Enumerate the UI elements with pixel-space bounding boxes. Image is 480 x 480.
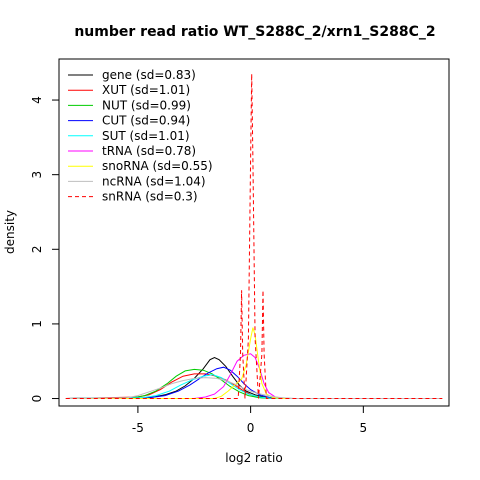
x-tick-label: -5 xyxy=(132,421,144,435)
series-line-7 xyxy=(65,377,443,399)
y-axis-label: density xyxy=(3,210,17,254)
y-tick-label: 1 xyxy=(30,320,44,328)
series-line-8 xyxy=(65,73,443,399)
chart-title: number read ratio WT_S288C_2/xrn1_S288C_… xyxy=(74,24,435,40)
legend-entry: tRNA (sd=0.78) xyxy=(102,144,196,158)
series-line-3 xyxy=(65,366,443,399)
series-line-2 xyxy=(65,368,443,399)
y-tick-label: 3 xyxy=(30,171,44,179)
legend-entry: gene (sd=0.83) xyxy=(102,68,196,82)
legend-entry: SUT (sd=1.01) xyxy=(102,129,190,143)
legend-entry: ncRNA (sd=1.04) xyxy=(102,174,206,188)
legend-entry: CUT (sd=0.94) xyxy=(102,114,190,128)
series-line-6 xyxy=(65,327,443,399)
series-layer xyxy=(65,73,443,399)
legend: gene (sd=0.83)XUT (sd=1.01)NUT (sd=0.99)… xyxy=(68,68,213,204)
series-line-0 xyxy=(65,356,443,399)
legend-entry: snRNA (sd=0.3) xyxy=(102,190,198,204)
x-axis-label: log2 ratio xyxy=(225,451,282,465)
y-tick-label: 0 xyxy=(30,395,44,403)
series-line-5 xyxy=(65,353,443,399)
y-axis: 0 1 2 3 4 xyxy=(30,96,60,403)
x-tick-label: 0 xyxy=(247,421,255,435)
x-axis: -5 0 5 xyxy=(132,405,368,435)
x-tick-label: 5 xyxy=(360,421,368,435)
legend-entry: XUT (sd=1.01) xyxy=(102,83,190,97)
series-line-4 xyxy=(65,374,443,399)
y-tick-label: 2 xyxy=(30,245,44,253)
legend-entry: NUT (sd=0.99) xyxy=(102,98,191,112)
legend-entry: snoRNA (sd=0.55) xyxy=(102,159,213,173)
y-tick-label: 4 xyxy=(30,96,44,104)
